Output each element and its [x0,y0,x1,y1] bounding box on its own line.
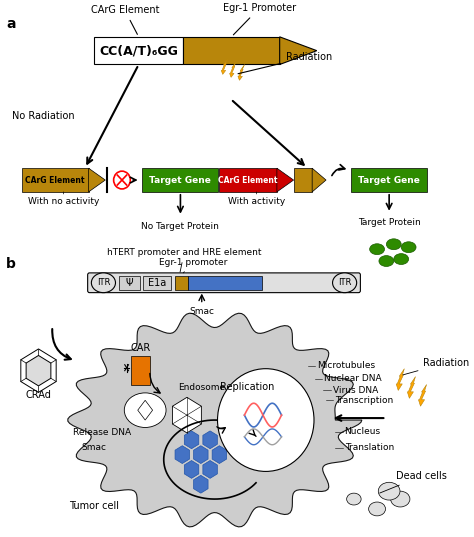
Polygon shape [193,475,208,493]
Text: Release DNA: Release DNA [73,428,131,437]
Polygon shape [184,461,199,478]
Text: Nuclear DNA: Nuclear DNA [324,374,382,383]
Polygon shape [277,168,293,192]
Text: Smac: Smac [189,308,214,316]
FancyBboxPatch shape [219,168,277,192]
Text: Target Protein: Target Protein [358,217,420,227]
Ellipse shape [378,482,400,500]
Polygon shape [238,64,245,81]
Polygon shape [312,168,326,192]
Polygon shape [212,446,227,463]
FancyBboxPatch shape [119,276,140,289]
Text: With activity: With activity [228,192,285,206]
FancyBboxPatch shape [88,273,360,293]
Text: Ψ: Ψ [126,278,133,288]
FancyBboxPatch shape [142,168,219,192]
Text: Dead cells: Dead cells [380,471,447,493]
Text: CC(A/T)₆GG: CC(A/T)₆GG [99,44,178,57]
Polygon shape [203,431,218,449]
Ellipse shape [394,253,409,265]
FancyBboxPatch shape [175,276,188,289]
FancyBboxPatch shape [293,168,312,192]
Text: CAR: CAR [130,343,151,353]
Text: Virus DNA: Virus DNA [333,386,378,395]
Ellipse shape [386,239,401,250]
Polygon shape [68,313,362,527]
Polygon shape [419,384,427,406]
FancyBboxPatch shape [94,37,183,64]
FancyBboxPatch shape [183,37,280,64]
FancyBboxPatch shape [143,276,171,289]
Ellipse shape [369,502,385,516]
Polygon shape [193,446,208,463]
Text: Replication: Replication [220,382,274,393]
Text: Transcription: Transcription [335,396,393,405]
Polygon shape [407,376,416,398]
Text: No Radiation: No Radiation [12,111,74,121]
Text: E1a: E1a [148,278,166,288]
FancyBboxPatch shape [188,276,262,289]
Text: CRAd: CRAd [26,390,52,400]
FancyBboxPatch shape [131,356,150,386]
Text: With no activity: With no activity [28,192,99,206]
Ellipse shape [91,273,116,293]
Text: ITR: ITR [338,278,351,287]
Polygon shape [184,431,199,449]
Polygon shape [280,37,317,64]
Polygon shape [26,355,51,386]
Circle shape [114,171,130,189]
Text: Target Gene: Target Gene [358,176,420,185]
Text: a: a [6,17,16,31]
Text: Target Gene: Target Gene [149,176,211,185]
Text: Smac: Smac [82,442,107,452]
Ellipse shape [391,491,410,507]
Ellipse shape [401,242,416,252]
Text: hTERT promoter and HRE element: hTERT promoter and HRE element [107,248,261,272]
Polygon shape [396,369,404,390]
Text: Tumor cell: Tumor cell [69,501,119,511]
Text: Nucleus: Nucleus [345,427,381,437]
Text: Egr-1 promoter: Egr-1 promoter [159,258,228,273]
Ellipse shape [346,493,361,505]
Text: CArG Element: CArG Element [91,5,159,34]
Ellipse shape [379,256,394,266]
Polygon shape [173,397,201,433]
Text: No Target Protein: No Target Protein [141,222,219,230]
Text: Radiation: Radiation [238,52,333,74]
Text: Translation: Translation [345,443,394,452]
Text: CArG Element: CArG Element [26,176,85,185]
Text: ITR: ITR [97,278,110,287]
Text: Microtubules: Microtubules [317,361,375,370]
Polygon shape [203,461,218,478]
Text: Radiation: Radiation [403,358,470,375]
Ellipse shape [370,244,384,255]
Text: Endosome: Endosome [178,383,225,393]
FancyBboxPatch shape [351,168,427,192]
Polygon shape [229,62,236,77]
Text: Egr-1 Promoter: Egr-1 Promoter [223,3,296,35]
Polygon shape [221,59,228,74]
Polygon shape [175,446,190,463]
Polygon shape [89,168,105,192]
Ellipse shape [124,393,166,427]
FancyBboxPatch shape [22,168,89,192]
Text: CArG Element: CArG Element [219,176,278,185]
Ellipse shape [333,273,356,293]
Circle shape [218,369,314,471]
Text: b: b [6,257,16,271]
